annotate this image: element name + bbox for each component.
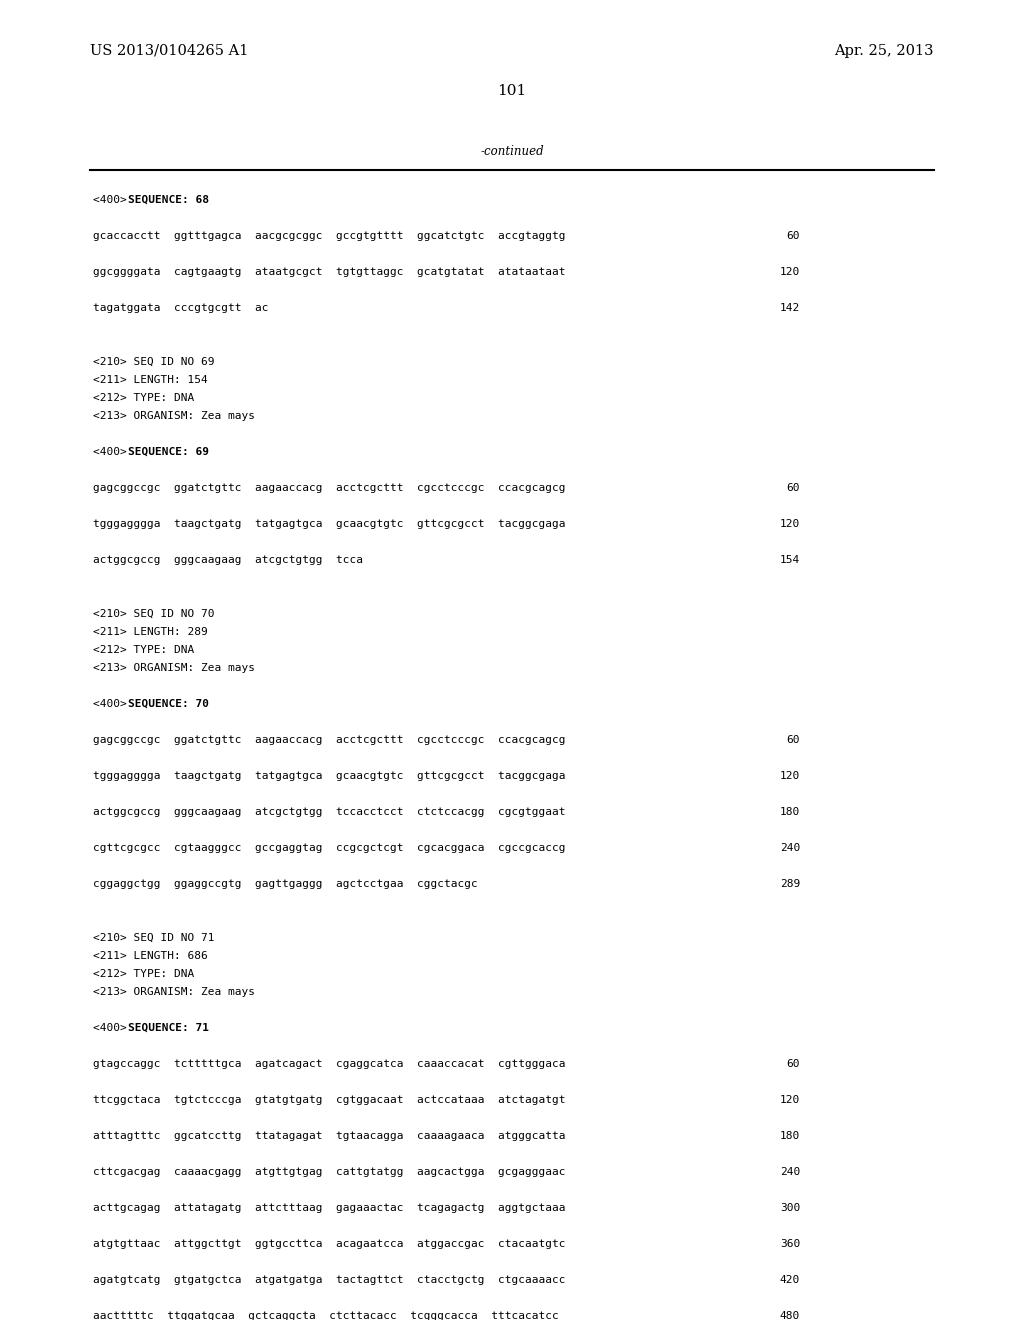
Text: <210> SEQ ID NO 69: <210> SEQ ID NO 69 [93,356,214,367]
Text: 60: 60 [786,735,800,744]
Text: 60: 60 [786,1059,800,1069]
Text: gagcggccgc  ggatctgttc  aagaaccacg  acctcgcttt  cgcctcccgc  ccacgcagcg: gagcggccgc ggatctgttc aagaaccacg acctcgc… [93,735,565,744]
Text: actggcgccg  gggcaagaag  atcgctgtgg  tcca: actggcgccg gggcaagaag atcgctgtgg tcca [93,554,362,565]
Text: <213> ORGANISM: Zea mays: <213> ORGANISM: Zea mays [93,663,255,673]
Text: ggcggggata  cagtgaagtg  ataatgcgct  tgtgttaggc  gcatgtatat  atataataat: ggcggggata cagtgaagtg ataatgcgct tgtgtta… [93,267,565,277]
Text: atgtgttaac  attggcttgt  ggtgccttca  acagaatcca  atggaccgac  ctacaatgtc: atgtgttaac attggcttgt ggtgccttca acagaat… [93,1239,565,1249]
Text: 180: 180 [779,1131,800,1140]
Text: acttgcagag  attatagatg  attctttaag  gagaaactac  tcagagactg  aggtgctaaa: acttgcagag attatagatg attctttaag gagaaac… [93,1203,565,1213]
Text: <213> ORGANISM: Zea mays: <213> ORGANISM: Zea mays [93,987,255,997]
Text: cggaggctgg  ggaggccgtg  gagttgaggg  agctcctgaa  cggctacgc: cggaggctgg ggaggccgtg gagttgaggg agctcct… [93,879,478,888]
Text: 420: 420 [779,1275,800,1284]
Text: -continued: -continued [480,145,544,158]
Text: 240: 240 [779,1167,800,1177]
Text: <400>: <400> [93,700,133,709]
Text: <210> SEQ ID NO 71: <210> SEQ ID NO 71 [93,933,214,942]
Text: <212> TYPE: DNA: <212> TYPE: DNA [93,393,195,403]
Text: ttcggctaca  tgtctcccga  gtatgtgatg  cgtggacaat  actccataaa  atctagatgt: ttcggctaca tgtctcccga gtatgtgatg cgtggac… [93,1096,565,1105]
Text: actggcgccg  gggcaagaag  atcgctgtgg  tccacctcct  ctctccacgg  cgcgtggaat: actggcgccg gggcaagaag atcgctgtgg tccacct… [93,807,565,817]
Text: SEQUENCE: 68: SEQUENCE: 68 [128,195,209,205]
Text: 154: 154 [779,554,800,565]
Text: 120: 120 [779,267,800,277]
Text: <210> SEQ ID NO 70: <210> SEQ ID NO 70 [93,609,214,619]
Text: SEQUENCE: 69: SEQUENCE: 69 [128,447,209,457]
Text: gcaccacctt  ggtttgagca  aacgcgcggc  gccgtgtttt  ggcatctgtc  accgtaggtg: gcaccacctt ggtttgagca aacgcgcggc gccgtgt… [93,231,565,242]
Text: 60: 60 [786,483,800,492]
Text: 480: 480 [779,1311,800,1320]
Text: cttcgacgag  caaaacgagg  atgttgtgag  cattgtatgg  aagcactgga  gcgagggaac: cttcgacgag caaaacgagg atgttgtgag cattgta… [93,1167,565,1177]
Text: cgttcgcgcc  cgtaagggcc  gccgaggtag  ccgcgctcgt  cgcacggaca  cgccgcaccg: cgttcgcgcc cgtaagggcc gccgaggtag ccgcgct… [93,843,565,853]
Text: <211> LENGTH: 686: <211> LENGTH: 686 [93,950,208,961]
Text: <211> LENGTH: 289: <211> LENGTH: 289 [93,627,208,638]
Text: <400>: <400> [93,1023,133,1034]
Text: <400>: <400> [93,195,133,205]
Text: aactttttc  ttggatgcaa  gctcaggcta  ctcttacacc  tcgggcacca  tttcacatcc: aactttttc ttggatgcaa gctcaggcta ctcttaca… [93,1311,559,1320]
Text: 60: 60 [786,231,800,242]
Text: 142: 142 [779,304,800,313]
Text: <211> LENGTH: 154: <211> LENGTH: 154 [93,375,208,385]
Text: tgggagggga  taagctgatg  tatgagtgca  gcaacgtgtc  gttcgcgcct  tacggcgaga: tgggagggga taagctgatg tatgagtgca gcaacgt… [93,519,565,529]
Text: <212> TYPE: DNA: <212> TYPE: DNA [93,645,195,655]
Text: atttagtttc  ggcatccttg  ttatagagat  tgtaacagga  caaaagaaca  atgggcatta: atttagtttc ggcatccttg ttatagagat tgtaaca… [93,1131,565,1140]
Text: gagcggccgc  ggatctgttc  aagaaccacg  acctcgcttt  cgcctcccgc  ccacgcagcg: gagcggccgc ggatctgttc aagaaccacg acctcgc… [93,483,565,492]
Text: 120: 120 [779,771,800,781]
Text: US 2013/0104265 A1: US 2013/0104265 A1 [90,44,249,58]
Text: tgggagggga  taagctgatg  tatgagtgca  gcaacgtgtc  gttcgcgcct  tacggcgaga: tgggagggga taagctgatg tatgagtgca gcaacgt… [93,771,565,781]
Text: Apr. 25, 2013: Apr. 25, 2013 [835,44,934,58]
Text: 120: 120 [779,1096,800,1105]
Text: SEQUENCE: 70: SEQUENCE: 70 [128,700,209,709]
Text: 101: 101 [498,84,526,98]
Text: 240: 240 [779,843,800,853]
Text: 289: 289 [779,879,800,888]
Text: <213> ORGANISM: Zea mays: <213> ORGANISM: Zea mays [93,411,255,421]
Text: 180: 180 [779,807,800,817]
Text: agatgtcatg  gtgatgctca  atgatgatga  tactagttct  ctacctgctg  ctgcaaaacc: agatgtcatg gtgatgctca atgatgatga tactagt… [93,1275,565,1284]
Text: tagatggata  cccgtgcgtt  ac: tagatggata cccgtgcgtt ac [93,304,268,313]
Text: <212> TYPE: DNA: <212> TYPE: DNA [93,969,195,979]
Text: <400>: <400> [93,447,133,457]
Text: gtagccaggc  tctttttgca  agatcagact  cgaggcatca  caaaccacat  cgttgggaca: gtagccaggc tctttttgca agatcagact cgaggca… [93,1059,565,1069]
Text: SEQUENCE: 71: SEQUENCE: 71 [128,1023,209,1034]
Text: 300: 300 [779,1203,800,1213]
Text: 120: 120 [779,519,800,529]
Text: 360: 360 [779,1239,800,1249]
